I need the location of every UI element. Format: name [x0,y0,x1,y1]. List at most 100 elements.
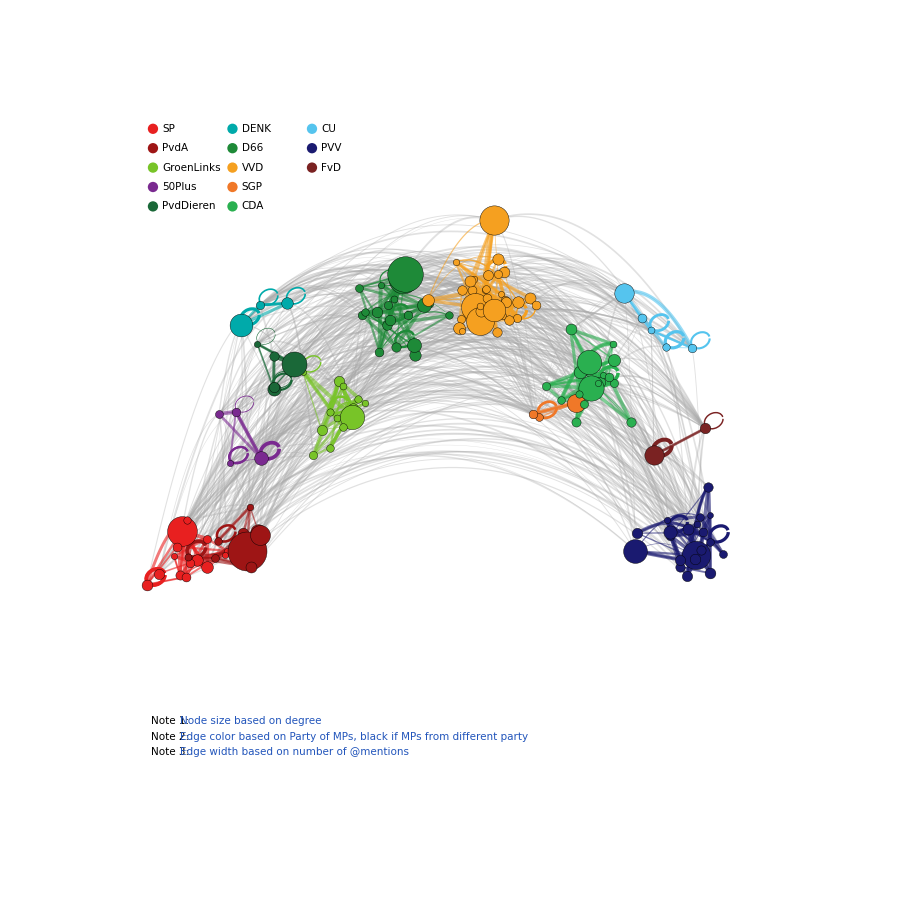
Point [351,392,365,406]
Point [569,415,583,429]
Point [323,405,338,419]
Point [152,52,166,67]
Text: PVV: PVV [321,143,342,153]
Point [577,365,591,380]
Point [229,404,243,419]
Point [468,300,482,314]
Point [218,548,232,562]
Point [526,407,541,421]
Point [243,500,257,514]
Point [673,553,688,567]
Point [211,534,225,548]
Point [680,569,694,583]
Point [703,535,717,549]
Point [352,281,366,295]
Point [448,255,463,269]
Point [577,397,591,411]
Point [703,508,717,522]
Point [346,410,360,425]
Point [239,544,254,558]
Text: SP: SP [162,124,175,134]
Point [152,566,166,580]
Point [287,357,302,372]
Point [688,552,702,566]
Point [690,518,705,532]
Point [529,297,544,311]
Point [480,291,494,305]
Point [179,570,194,584]
Point [581,381,596,395]
Text: FvD: FvD [321,163,341,173]
Point [716,547,730,562]
Point [701,480,716,494]
Point [230,31,244,45]
Point [254,451,268,465]
Text: DENK: DENK [241,124,271,134]
Point [630,526,644,540]
Point [693,509,707,524]
Text: Edge color based on Party of MPs, black if MPs from different party: Edge color based on Party of MPs, black … [180,732,528,742]
Point [370,305,384,320]
Point [498,293,512,308]
Point [497,265,511,279]
Point [200,560,214,574]
Point [308,52,322,67]
Point [672,560,687,574]
Point [495,309,509,323]
Point [554,392,568,407]
Point [479,282,493,296]
Point [200,531,214,545]
Point [659,340,673,355]
Point [220,544,234,558]
Point [175,524,189,538]
Text: PvdDieren: PvdDieren [162,202,215,211]
Point [511,295,526,310]
Text: Edge width based on number of @mentions: Edge width based on number of @mentions [180,747,409,757]
Point [152,75,166,89]
Point [572,387,587,401]
Point [646,448,661,463]
Point [499,294,513,309]
Point [628,544,643,558]
Text: D66: D66 [241,143,263,153]
Point [454,283,469,297]
Point [166,549,181,563]
Point [602,369,616,383]
Point [236,526,250,541]
Text: SGP: SGP [241,182,263,192]
Text: Node size based on degree: Node size based on degree [180,716,321,726]
Point [152,96,166,111]
Point [323,441,338,455]
Point [280,296,294,310]
Point [452,320,466,335]
Point [400,308,415,322]
Point [467,272,482,286]
Point [463,274,477,288]
Point [590,376,605,391]
Point [538,378,553,392]
Point [230,96,244,111]
Point [332,374,347,388]
Point [688,548,703,562]
Text: Note 2:: Note 2: [151,732,193,742]
Point [387,292,401,307]
Point [454,311,468,326]
Point [464,283,479,297]
Point [472,313,487,328]
Point [607,353,621,367]
Point [244,560,258,574]
Point [308,31,322,45]
Point [698,421,712,436]
Point [501,312,516,327]
Point [662,525,677,539]
Point [253,298,267,312]
Point [407,338,421,353]
Point [230,118,244,132]
Point [140,578,154,592]
Point [663,528,678,543]
Point [382,298,396,312]
Point [252,527,266,542]
Point [607,375,621,390]
Point [454,323,469,338]
Point [490,325,504,339]
